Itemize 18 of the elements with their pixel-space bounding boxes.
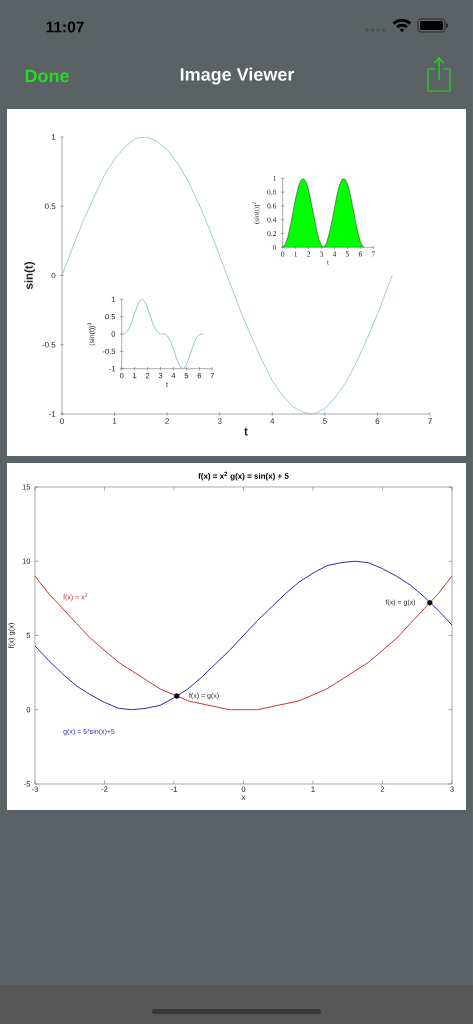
y-tick-label: 0.5 (44, 203, 56, 210)
x-tick-label: 4 (270, 418, 275, 424)
chart-title: f(x) = x$^{2}$ g(x) = sin(x) + 5 (198, 471, 289, 481)
x-tick-label: 0 (60, 418, 64, 424)
x-tick-label: 2 (165, 418, 169, 424)
text: Done (25, 69, 69, 83)
x-tick-label: 6 (375, 418, 380, 424)
x-tick-label: 7 (428, 418, 432, 424)
y-tick-label: 0 (51, 272, 56, 279)
x-axis-title: t (244, 427, 248, 436)
x-tick-label: 3 (217, 418, 222, 424)
y-tick-label: 1 (51, 134, 56, 140)
y-tick-label: -1 (48, 411, 56, 417)
text: Image Viewer (180, 67, 295, 85)
text: 11:07 (46, 21, 84, 33)
y-axis-title: sin(t) (24, 262, 36, 290)
x-tick-label: 5 (322, 418, 327, 424)
y-tick-label: -0.5 (42, 341, 56, 348)
